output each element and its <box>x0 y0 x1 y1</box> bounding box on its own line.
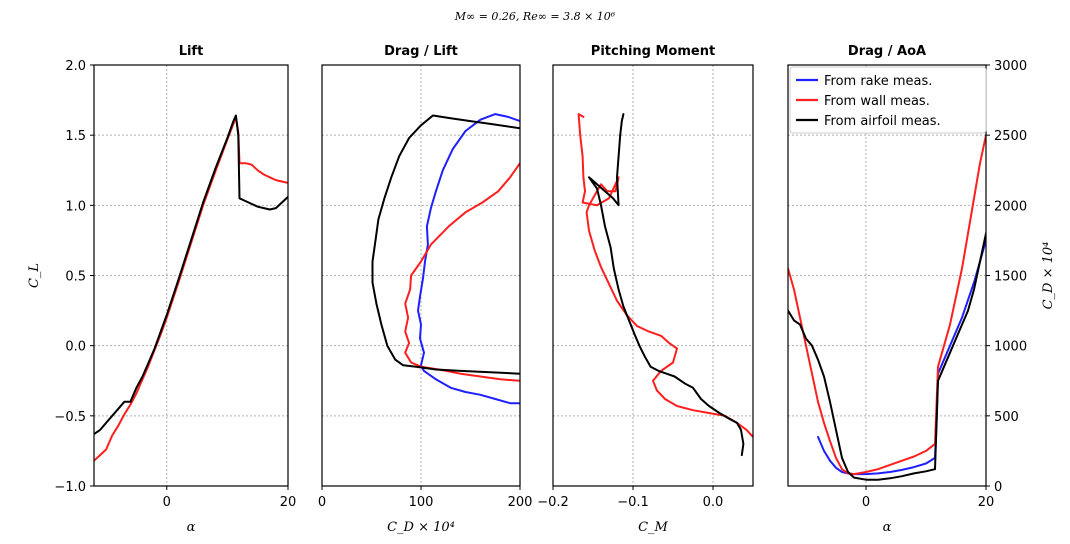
y-tick-label: 2500 <box>994 129 1027 144</box>
x-tick-label: −0.1 <box>617 495 649 510</box>
panel-title: Lift <box>179 44 204 59</box>
series-line-rake <box>817 239 986 476</box>
y-tick-label: 1500 <box>994 270 1027 285</box>
series-line-wall <box>94 115 288 462</box>
x-tick-label: 0.0 <box>703 495 724 510</box>
y-axis-label-right: C_D × 10⁴ <box>1041 242 1056 310</box>
x-axis-label: C_D × 10⁴ <box>387 520 455 535</box>
series-line-airfoil <box>588 113 745 457</box>
legend: From rake meas. From wall meas. From airfo… <box>789 66 987 134</box>
y-tick-label: 2000 <box>994 199 1027 214</box>
x-tick-label: 0 <box>318 495 326 510</box>
y-tick-label: −1.0 <box>54 480 86 495</box>
x-tick-label: 20 <box>280 495 297 510</box>
y-tick-label: 3000 <box>994 59 1027 74</box>
legend-label-wall: From wall meas. <box>824 94 930 109</box>
x-axis-label: α <box>883 520 892 535</box>
x-tick-label: 0 <box>862 495 870 510</box>
x-axis-label: α <box>187 520 196 535</box>
panel-title: Drag / AoA <box>848 44 926 59</box>
x-axis-label: C_M <box>638 520 668 535</box>
panel-title: Drag / Lift <box>384 44 458 59</box>
y-tick-label: 1.5 <box>65 129 86 144</box>
x-tick-label: −0.2 <box>537 495 569 510</box>
panel-title: Pitching Moment <box>591 44 715 59</box>
x-tick-label: 20 <box>978 495 995 510</box>
panel-2: 0 100 200 Drag / Lift C_D × 10⁴ <box>318 44 533 535</box>
x-tick-label: 100 <box>409 495 434 510</box>
x-tick-label: 200 <box>508 495 533 510</box>
legend-label-airfoil: From airfoil meas. <box>824 114 941 129</box>
legend-label-rake: From rake meas. <box>824 74 932 89</box>
y-tick-label: 2.0 <box>65 59 86 74</box>
axes-frame <box>552 64 754 487</box>
series-line-wall <box>788 134 986 476</box>
panel-1: 0 20 −1.0 −0.5 0.0 0.5 1.0 1.5 2.0 Lift α C_L <box>27 44 296 535</box>
y-tick-label: 1000 <box>994 340 1027 355</box>
series-line-airfoil <box>788 232 986 481</box>
series-line-airfoil <box>371 114 520 375</box>
y-tick-label: 0.5 <box>65 270 86 285</box>
y-tick-label: 500 <box>994 410 1019 425</box>
x-tick-label: 0 <box>163 495 171 510</box>
series-line-rake <box>417 113 520 405</box>
figure-suptitle: M∞ = 0.26, Re∞ = 3.8 × 10⁶ <box>454 10 616 23</box>
panel-3: −0.2 −0.1 0.0 Pitching Moment C_M <box>537 44 754 535</box>
y-axis-label: C_L <box>27 263 42 288</box>
y-tick-label: 1.0 <box>65 199 86 214</box>
y-tick-label: −0.5 <box>54 410 86 425</box>
series-line-wall <box>404 162 520 382</box>
series-line-airfoil <box>94 114 288 436</box>
y-tick-label: 0.0 <box>65 340 86 355</box>
legend-box <box>789 66 987 134</box>
y-tick-label: 0 <box>994 480 1002 495</box>
series-line-wall <box>577 113 753 438</box>
